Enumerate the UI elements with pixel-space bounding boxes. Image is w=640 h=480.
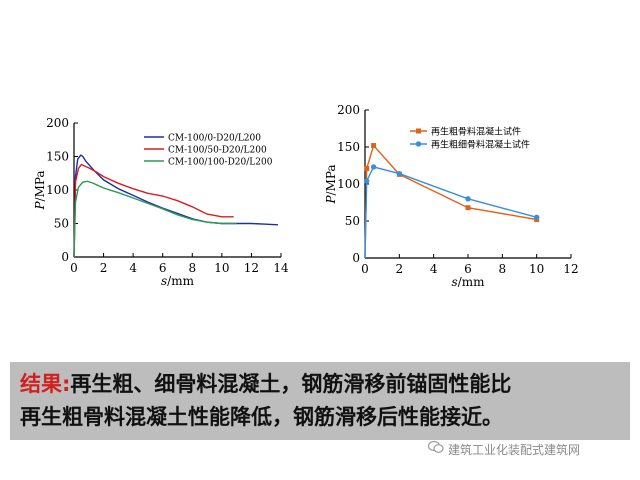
data-point [533,214,540,220]
x-tick-label: 6 [159,261,167,275]
series-line-3 [73,180,237,258]
chart-right: 0 50 100 150 200 0 2 4 6 8 10 12 P/MPa s/mm 再生粗骨料混凝土试件… [324,103,579,289]
x-tick-label: 4 [430,262,438,276]
x-tick-label: 2 [100,261,108,275]
data-point [370,164,377,170]
legend-label-3: CM-100/100-D20/L200 [168,158,273,168]
y-tick-label: 50 [54,217,69,231]
legend-label-1: CM-100/0-D20/L200 [168,134,261,144]
conclusion-line-1: 结果:再生粗、细骨料混凝土，钢筋滑移前锚固性能比 [20,368,620,401]
x-tick-label: 6 [464,262,472,276]
y-tick-label: 0 [352,251,360,265]
chart-left: 0 50 100 150 200 0 2 4 6 8 10 12 14 P/MPa s/mm CM-100/0… [33,116,289,288]
x-tick-label: 8 [188,261,196,275]
y-tick-label: 150 [46,150,69,164]
y-axis-label: P/MPa [33,170,47,210]
series-line-1 [73,154,279,258]
y-axis-label: P/MPa [324,164,338,204]
x-tick-label: 10 [214,261,229,275]
conclusion-line-1-text: 再生粗、细骨料混凝土，钢筋滑移前锚固性能比 [70,372,512,396]
x-tick-label: 10 [529,262,544,276]
y-tick-label: 200 [337,103,360,117]
watermark-text: 建筑工业化装配式建筑网 [448,443,581,457]
conclusion-line-2: 再生粗骨料混凝土性能降低，钢筋滑移后性能接近。 [20,405,503,429]
y-tick-label: 100 [46,183,69,197]
data-point [364,178,370,184]
y-tick-label: 100 [337,177,360,191]
legend-label-2: CM-100/50-D20/L200 [168,146,267,156]
x-axis-label: s/mm [452,275,486,289]
x-tick-label: 8 [499,262,507,276]
y-tick-label: 50 [345,214,360,228]
series-line-2 [364,166,537,259]
legend-marker [416,128,421,134]
data-point [396,170,403,177]
data-point [364,165,370,171]
legend-label-1: 再生粗骨料混凝土试件 [431,126,521,138]
x-axis-label: s/mm [161,274,195,288]
x-tick-label: 12 [563,262,578,276]
x-tick-label: 14 [273,261,289,275]
series-line-1 [364,144,537,259]
y-tick-label: 150 [337,140,360,154]
y-tick-label: 0 [61,250,69,264]
x-tick-label: 12 [244,261,259,275]
x-tick-label: 4 [129,261,137,275]
data-point [371,143,377,149]
legend-marker [415,141,422,147]
x-tick-label: 0 [361,262,369,276]
conclusion-box: 结果:再生粗、细骨料混凝土，钢筋滑移前锚固性能比 再生粗骨料混凝土性能降低，钢筋… [10,362,630,440]
x-tick-label: 2 [396,262,404,276]
data-point [465,196,471,202]
data-point [465,205,471,211]
wechat-icon [428,440,444,453]
conclusion-label: 结果: [20,372,71,396]
legend-label-2: 再生粗细骨料混凝土试件 [431,139,530,151]
x-tick-label: 0 [70,261,78,275]
y-tick-label: 200 [46,116,69,130]
series-line-2 [73,163,234,258]
